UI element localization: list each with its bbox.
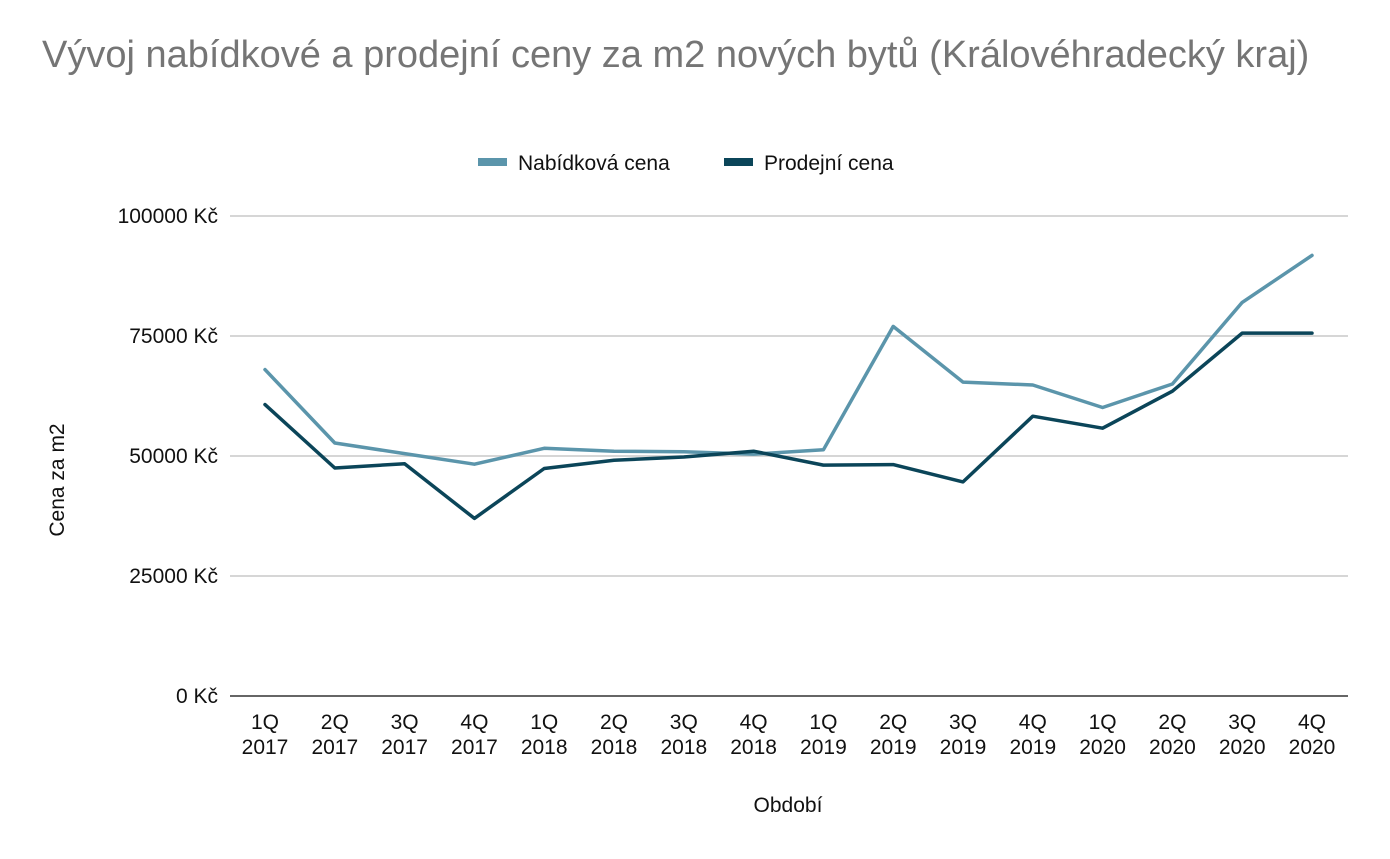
gridlines	[230, 215, 1348, 577]
x-tick-label: 4Q 2017	[451, 711, 498, 759]
x-tick-label: 3Q 2019	[940, 711, 987, 759]
legend-label: Nabídková cena	[518, 152, 670, 175]
chart-title: Vývoj nabídkové a prodejní ceny za m2 no…	[42, 34, 1310, 76]
x-tick-label: 3Q 2018	[660, 711, 707, 759]
y-tick-label: 50000 Kč	[129, 445, 218, 468]
x-tick-label: 4Q 2020	[1289, 711, 1336, 759]
y-axis-title: Cena za m2	[46, 423, 69, 536]
y-tick-label: 0 Kč	[176, 685, 218, 708]
x-tick-label: 4Q 2019	[1009, 711, 1056, 759]
legend-label: Prodejní cena	[764, 152, 894, 175]
y-tick-label: 100000 Kč	[118, 205, 218, 228]
x-tick-label: 2Q 2018	[591, 711, 638, 759]
y-tick-label: 75000 Kč	[129, 325, 218, 348]
series-line-1	[263, 253, 1314, 466]
x-tick-label: 3Q 2020	[1219, 711, 1266, 759]
y-axis-ticks: 0 Kč 25000 Kč 50000 Kč 75000 Kč 100000 Kč	[118, 205, 218, 708]
x-tick-label: 4Q 2018	[730, 711, 777, 759]
legend-swatch	[724, 158, 753, 166]
x-tick-label: 2Q 2017	[311, 711, 358, 759]
x-tick-label: 1Q 2020	[1079, 711, 1126, 759]
legend: Nabídková cena Prodejní cena	[478, 152, 894, 175]
series-lines	[263, 253, 1314, 521]
x-tick-label: 1Q 2019	[800, 711, 847, 759]
x-axis-ticks: 1Q 2017 2Q 2017 3Q 2017 4Q 2017 1Q 2018 2Q 2018 3Q 20…	[242, 711, 1336, 759]
x-tick-label: 1Q 2017	[242, 711, 289, 759]
legend-swatch	[478, 158, 507, 166]
x-tick-label: 3Q 2017	[381, 711, 428, 759]
series-line-2	[263, 331, 1314, 521]
x-tick-label: 2Q 2020	[1149, 711, 1196, 759]
x-tick-label: 1Q 2018	[521, 711, 568, 759]
x-axis-title: Období	[754, 794, 823, 817]
y-tick-label: 25000 Kč	[129, 565, 218, 588]
x-tick-label: 2Q 2019	[870, 711, 917, 759]
